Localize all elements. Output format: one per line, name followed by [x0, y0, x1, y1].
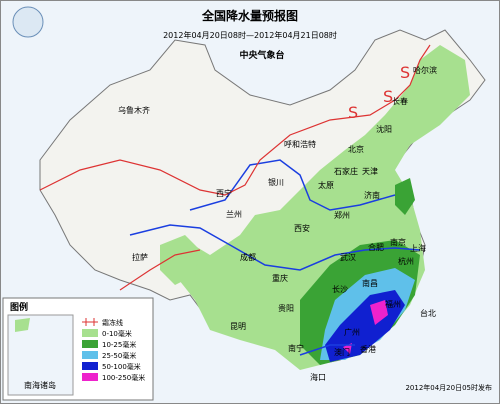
logo [12, 6, 44, 38]
frost-symbol: S [348, 103, 358, 122]
river [189, 159, 396, 211]
legend-swatch [82, 329, 98, 337]
legend-swatch [82, 373, 98, 381]
city: 武汉 [340, 252, 356, 262]
river [129, 224, 421, 271]
city: 济南 [364, 190, 380, 200]
frost-line [119, 249, 201, 291]
city: 兰州 [226, 209, 242, 219]
city: 石家庄 [334, 166, 358, 176]
legend-label: 霜冻线 [102, 318, 123, 327]
city: 重庆 [272, 273, 288, 283]
city: 天津 [362, 166, 378, 176]
agency: 中央气象台 [239, 49, 284, 61]
city: 海口 [310, 372, 326, 382]
legend: 图例 霜冻线 0-10毫米 10-25毫米 25-50毫米 50-100毫米 1… [2, 297, 154, 401]
city: 太原 [318, 180, 334, 190]
inset-label: 南海诸岛 [24, 380, 56, 390]
legend-swatch [82, 340, 98, 348]
city: 乌鲁木齐 [118, 105, 150, 115]
city: 南昌 [362, 278, 378, 288]
river [299, 344, 355, 356]
inset-land [15, 318, 30, 332]
city: 香港 [360, 344, 376, 354]
city: 澳门 [334, 347, 350, 357]
city: 哈尔滨 [413, 65, 437, 75]
city: 银川 [268, 177, 284, 187]
city: 福州 [385, 300, 401, 309]
footer: 2012年04月20日05时发布 [405, 383, 492, 392]
city-labels: 乌鲁木齐 哈尔滨 长春 沈阳 呼和浩特 北京 天津 石家庄 太原 济南 银川 西… [118, 65, 437, 382]
legend-swatch [82, 362, 98, 370]
inset-map [7, 314, 74, 396]
legend-label: 0-10毫米 [102, 329, 132, 338]
city: 上海 [410, 243, 426, 253]
city: 成都 [240, 252, 256, 262]
city: 长春 [392, 96, 408, 106]
legend-label: 100-250毫米 [102, 373, 145, 382]
city: 西宁 [216, 188, 232, 198]
city: 南京 [390, 237, 406, 247]
city: 昆明 [230, 322, 246, 331]
city: 台北 [420, 308, 436, 318]
city: 西安 [294, 223, 310, 233]
city: 拉萨 [132, 252, 148, 262]
city: 呼和浩特 [284, 139, 316, 149]
city: 南宁 [288, 343, 304, 353]
title: 全国降水量预报图 [201, 8, 298, 23]
frost-line [39, 44, 431, 196]
city: 沈阳 [376, 124, 392, 134]
city: 广州 [344, 327, 360, 337]
legend-label: 25-50毫米 [102, 351, 136, 360]
legend-swatch [82, 351, 98, 359]
legend-label: 10-25毫米 [102, 340, 136, 349]
frost-symbol: S [400, 63, 410, 82]
legend-swatch [82, 318, 98, 326]
city: 长沙 [332, 284, 348, 294]
city: 杭州 [398, 256, 414, 266]
city: 北京 [348, 144, 364, 154]
city: 贵阳 [278, 303, 294, 313]
rain-10-25 [395, 178, 415, 215]
rain-0-10 [160, 235, 200, 285]
legend-label: 50-100毫米 [102, 362, 141, 371]
legend-title: 图例 [10, 301, 28, 313]
city: 合肥 [368, 242, 384, 252]
city: 郑州 [334, 210, 350, 220]
subtitle: 2012年04月20日08时—2012年04月21日08时 [163, 30, 337, 40]
rain-100-250 [370, 300, 388, 325]
frost-symbol: S [383, 87, 393, 106]
